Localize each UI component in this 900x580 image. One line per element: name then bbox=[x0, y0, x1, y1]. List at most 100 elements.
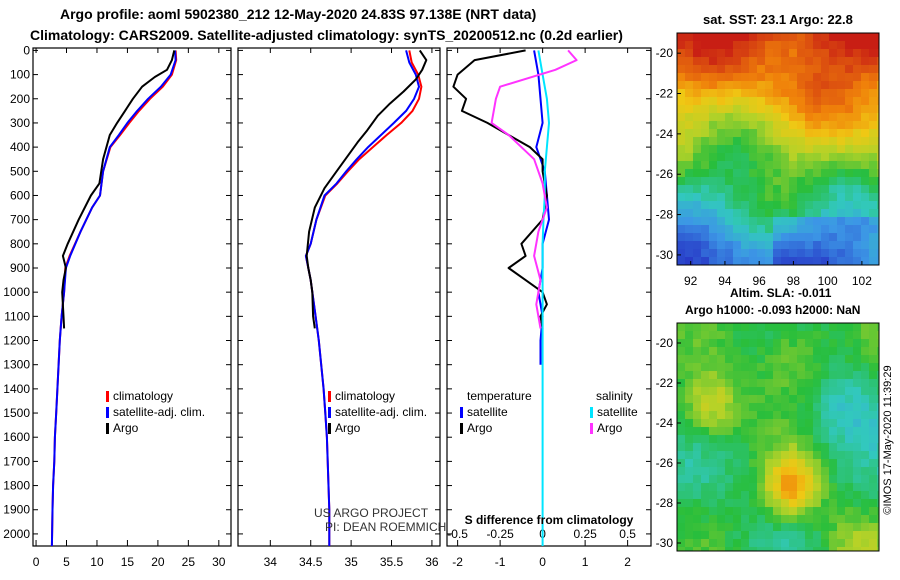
map-cell bbox=[813, 355, 821, 363]
map-cell bbox=[741, 403, 749, 411]
map-cell bbox=[757, 363, 765, 371]
map-cell bbox=[789, 105, 797, 113]
map-cell bbox=[837, 523, 845, 531]
map-cell bbox=[845, 137, 853, 145]
map-cell bbox=[701, 387, 709, 395]
map-cell bbox=[877, 427, 879, 435]
y-tick-label: 1400 bbox=[3, 382, 30, 396]
map-cell bbox=[821, 201, 829, 209]
map-cell bbox=[765, 427, 773, 435]
map-cell bbox=[813, 193, 821, 201]
map-cell bbox=[757, 73, 765, 81]
map-cell bbox=[685, 129, 693, 137]
sst-y-tick-label: -22 bbox=[656, 87, 674, 101]
map-cell bbox=[701, 323, 709, 331]
map-cell bbox=[733, 185, 741, 193]
map-cell bbox=[701, 539, 709, 547]
y-tick-label: 300 bbox=[10, 116, 30, 130]
sst-x-tick-label: 98 bbox=[787, 274, 801, 288]
map-cell bbox=[789, 459, 797, 467]
map-cell bbox=[813, 97, 821, 105]
map-cell bbox=[789, 97, 797, 105]
series-line-2-0 bbox=[533, 50, 550, 365]
map-cell bbox=[709, 403, 717, 411]
map-cell bbox=[861, 379, 869, 387]
map-cell bbox=[701, 33, 709, 41]
map-cell bbox=[829, 323, 837, 331]
map-cell bbox=[757, 201, 765, 209]
map-cell bbox=[813, 419, 821, 427]
map-cell bbox=[765, 217, 773, 225]
map-cell bbox=[821, 33, 829, 41]
map-cell bbox=[733, 403, 741, 411]
map-cell bbox=[717, 57, 725, 65]
map-cell bbox=[717, 347, 725, 355]
map-cell bbox=[701, 491, 709, 499]
map-cell bbox=[757, 33, 765, 41]
map-cell bbox=[821, 387, 829, 395]
map-cell bbox=[717, 363, 725, 371]
map-cell bbox=[813, 217, 821, 225]
map-cell bbox=[805, 363, 813, 371]
map-cell bbox=[733, 443, 741, 451]
map-cell bbox=[877, 523, 879, 531]
map-cell bbox=[725, 443, 733, 451]
map-cell bbox=[693, 395, 701, 403]
map-cell bbox=[805, 73, 813, 81]
map-cell bbox=[797, 49, 805, 57]
y-tick-label: 1900 bbox=[3, 503, 30, 517]
map-cell bbox=[693, 57, 701, 65]
map-cell bbox=[701, 89, 709, 97]
map-cell bbox=[861, 443, 869, 451]
map-cell bbox=[757, 97, 765, 105]
sal-legend-label: satellite-adj. clim. bbox=[335, 405, 427, 419]
map-cell bbox=[741, 491, 749, 499]
map-cell bbox=[733, 435, 741, 443]
map-cell bbox=[765, 73, 773, 81]
map-cell bbox=[861, 201, 869, 209]
map-cell bbox=[829, 129, 837, 137]
map-cell bbox=[701, 73, 709, 81]
map-cell bbox=[837, 435, 845, 443]
map-cell bbox=[773, 403, 781, 411]
map-cell bbox=[797, 129, 805, 137]
y-tick-label: 1700 bbox=[3, 454, 30, 468]
map-cell bbox=[861, 395, 869, 403]
map-cell bbox=[677, 217, 685, 225]
map-cell bbox=[765, 57, 773, 65]
map-cell bbox=[789, 249, 797, 257]
map-cell bbox=[797, 451, 805, 459]
map-cell bbox=[877, 531, 879, 539]
map-cell bbox=[821, 241, 829, 249]
map-cell bbox=[821, 97, 829, 105]
map-cell bbox=[749, 129, 757, 137]
map-cell bbox=[869, 65, 877, 73]
map-cell bbox=[829, 257, 837, 265]
map-cell bbox=[821, 515, 829, 523]
map-cell bbox=[869, 451, 877, 459]
map-cell bbox=[837, 65, 845, 73]
map-cell bbox=[805, 395, 813, 403]
map-cell bbox=[765, 331, 773, 339]
map-cell bbox=[813, 169, 821, 177]
map-cell bbox=[797, 153, 805, 161]
map-cell bbox=[813, 547, 821, 551]
map-cell bbox=[821, 233, 829, 241]
map-cell bbox=[701, 209, 709, 217]
map-cell bbox=[861, 97, 869, 105]
map-cell bbox=[797, 371, 805, 379]
map-cell bbox=[677, 105, 685, 113]
map-cell bbox=[845, 531, 853, 539]
map-cell bbox=[813, 475, 821, 483]
map-cell bbox=[685, 137, 693, 145]
map-cell bbox=[685, 483, 693, 491]
map-cell bbox=[877, 193, 879, 201]
map-cell bbox=[741, 339, 749, 347]
map-cell bbox=[677, 129, 685, 137]
map-cell bbox=[685, 217, 693, 225]
map-cell bbox=[869, 57, 877, 65]
diff-temp-legend-swatch bbox=[460, 407, 463, 418]
map-cell bbox=[677, 33, 685, 41]
map-cell bbox=[853, 81, 861, 89]
map-cell bbox=[829, 411, 837, 419]
